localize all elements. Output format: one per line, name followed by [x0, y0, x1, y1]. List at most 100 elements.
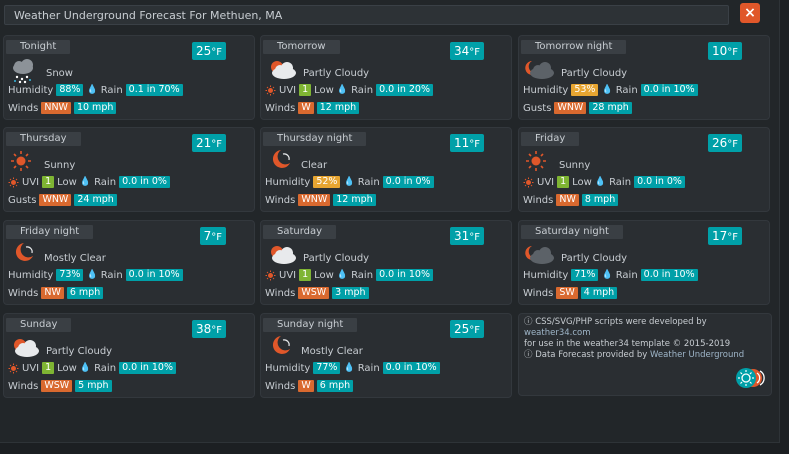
wind-label: Winds	[265, 380, 296, 392]
rain-label: Rain	[94, 176, 117, 188]
wind-speed: 12 mph	[333, 194, 376, 206]
wind-label: Gusts	[8, 194, 37, 206]
period-label: Thursday night	[263, 132, 367, 146]
wind-speed: 6 mph	[316, 380, 354, 392]
detail-line-2: Winds W 6 mph	[265, 379, 356, 393]
period-label: Saturday night	[521, 225, 623, 239]
moon-clear-icon	[269, 148, 293, 176]
raindrop-icon: 💧	[601, 85, 613, 95]
uvi-sun-icon	[523, 177, 534, 187]
wind-speed: 28 mph	[589, 102, 632, 114]
period-label: Tomorrow night	[521, 40, 627, 54]
humidity-label: Humidity	[265, 362, 311, 374]
forecast-card: Sunday night 25°F Mostly Clear Humidity …	[260, 313, 512, 398]
weather-underground-link[interactable]: Weather Underground	[650, 350, 745, 360]
forecast-card: Tomorrow night 10°F Partly Cloudy Humidi…	[518, 35, 770, 120]
detail-line-2: Winds WSW 3 mph	[265, 286, 372, 300]
condition-text: Mostly Clear	[301, 346, 363, 357]
close-button[interactable]: ×	[740, 3, 760, 23]
rain-value: 0.0 in 10%	[119, 362, 176, 374]
rain-value: 0.0 in 0%	[119, 176, 170, 188]
temperature-badge: 10°F	[707, 42, 742, 60]
raindrop-icon: 💧	[79, 177, 92, 187]
forecast-card: Friday 26°F Sunny UVI 1 Low 💧 Rain 0.0 i…	[518, 127, 770, 212]
rain-label: Rain	[351, 84, 374, 96]
detail-line-2: Winds WNW 12 mph	[265, 193, 379, 207]
wind-speed: 3 mph	[332, 287, 369, 299]
temperature-badge: 11°F	[449, 134, 484, 152]
raindrop-icon: 💧	[336, 270, 349, 280]
wind-label: Winds	[8, 102, 39, 114]
humidity-label: Humidity	[8, 84, 54, 96]
wind-label: Gusts	[523, 102, 552, 114]
sun-icon	[525, 150, 547, 176]
temperature-value: 17	[711, 229, 728, 243]
temperature-unit: °F	[211, 325, 222, 336]
rain-value: 0.0 in 10%	[125, 269, 183, 281]
wind-direction: NNW	[41, 102, 71, 114]
detail-line-2: Winds NNW 10 mph	[8, 101, 119, 115]
partly-cloudy-icon	[265, 243, 299, 271]
temperature-badge: 21°F	[191, 134, 226, 152]
period-label: Friday	[521, 132, 580, 146]
wind-label: Winds	[523, 194, 554, 206]
rain-label: Rain	[357, 362, 380, 374]
partly-cloudy-icon	[265, 58, 299, 86]
raindrop-icon: 💧	[86, 270, 98, 280]
humidity-label: Humidity	[523, 84, 569, 96]
detail-line-1: Humidity 88% 💧 Rain 0.1 in 70%	[8, 83, 186, 97]
detail-line-2: Winds W 12 mph	[265, 101, 362, 115]
uvi-label: UVI	[279, 269, 297, 281]
snow-icon	[8, 58, 40, 88]
raindrop-icon: 💧	[343, 177, 355, 187]
temperature-value: 38	[195, 322, 212, 336]
uvi-level: Low	[57, 362, 77, 374]
wind-label: Winds	[265, 194, 296, 206]
humidity-label: Humidity	[8, 269, 54, 281]
weather34-link[interactable]: weather34.com	[524, 328, 591, 338]
partly-cloudy-night-icon	[523, 243, 557, 271]
temperature-badge: 17°F	[707, 227, 742, 245]
uvi-label: UVI	[537, 176, 555, 188]
raindrop-icon: 💧	[336, 85, 349, 95]
temperature-badge: 34°F	[449, 42, 484, 60]
wind-label: Winds	[523, 287, 554, 299]
uvi-level: Low	[314, 269, 334, 281]
moon-clear-icon	[269, 334, 293, 362]
detail-line-1: UVI 1 Low 💧 Rain 0.0 in 10%	[265, 268, 436, 282]
detail-line-1: Humidity 77% 💧 Rain 0.0 in 10%	[265, 361, 443, 375]
temperature-unit: °F	[211, 232, 222, 243]
condition-text: Sunny	[559, 160, 591, 171]
detail-line-1: Humidity 71% 💧 Rain 0.0 in 10%	[523, 268, 701, 282]
temperature-unit: °F	[469, 232, 480, 243]
period-label: Sunday	[6, 318, 72, 332]
credits-line-1: ⓘ CSS/SVG/PHP scripts were developed by …	[524, 317, 707, 338]
temperature-unit: °F	[727, 232, 738, 243]
uvi-sun-icon	[265, 85, 276, 95]
condition-text: Clear	[301, 160, 328, 171]
period-label: Friday night	[6, 225, 94, 239]
wind-direction: WNW	[298, 194, 331, 206]
forecast-card: Tonight 25°F Snow Humidity 88% 💧 Rain 0.…	[3, 35, 255, 120]
rain-value: 0.0 in 10%	[640, 269, 698, 281]
humidity-value: 53%	[571, 84, 599, 96]
forecast-popup: Weather Underground Forecast For Methuen…	[0, 0, 780, 443]
wind-direction: WNW	[39, 194, 72, 206]
forecast-card: Tomorrow 34°F Partly Cloudy UVI 1 Low 💧 …	[260, 35, 512, 120]
wind-direction: WNW	[554, 102, 587, 114]
temperature-badge: 7°F	[199, 227, 226, 245]
credits-panel: ⓘ CSS/SVG/PHP scripts were developed by …	[518, 313, 772, 396]
detail-line-1: UVI 1 Low 💧 Rain 0.0 in 10%	[8, 361, 179, 375]
raindrop-icon: 💧	[594, 177, 607, 187]
detail-line-2: Gusts WNW 24 mph	[8, 193, 120, 207]
forecast-card: Friday night 7°F Mostly Clear Humidity 7…	[3, 220, 255, 305]
wind-direction: SW	[556, 287, 578, 299]
detail-line-1: UVI 1 Low 💧 Rain 0.0 in 0%	[8, 175, 173, 189]
wind-direction: W	[298, 380, 314, 392]
rain-label: Rain	[351, 269, 374, 281]
wind-speed: 24 mph	[74, 194, 117, 206]
temperature-badge: 25°F	[449, 320, 484, 338]
uvi-label: UVI	[279, 84, 297, 96]
wind-label: Winds	[265, 287, 296, 299]
humidity-label: Humidity	[523, 269, 569, 281]
